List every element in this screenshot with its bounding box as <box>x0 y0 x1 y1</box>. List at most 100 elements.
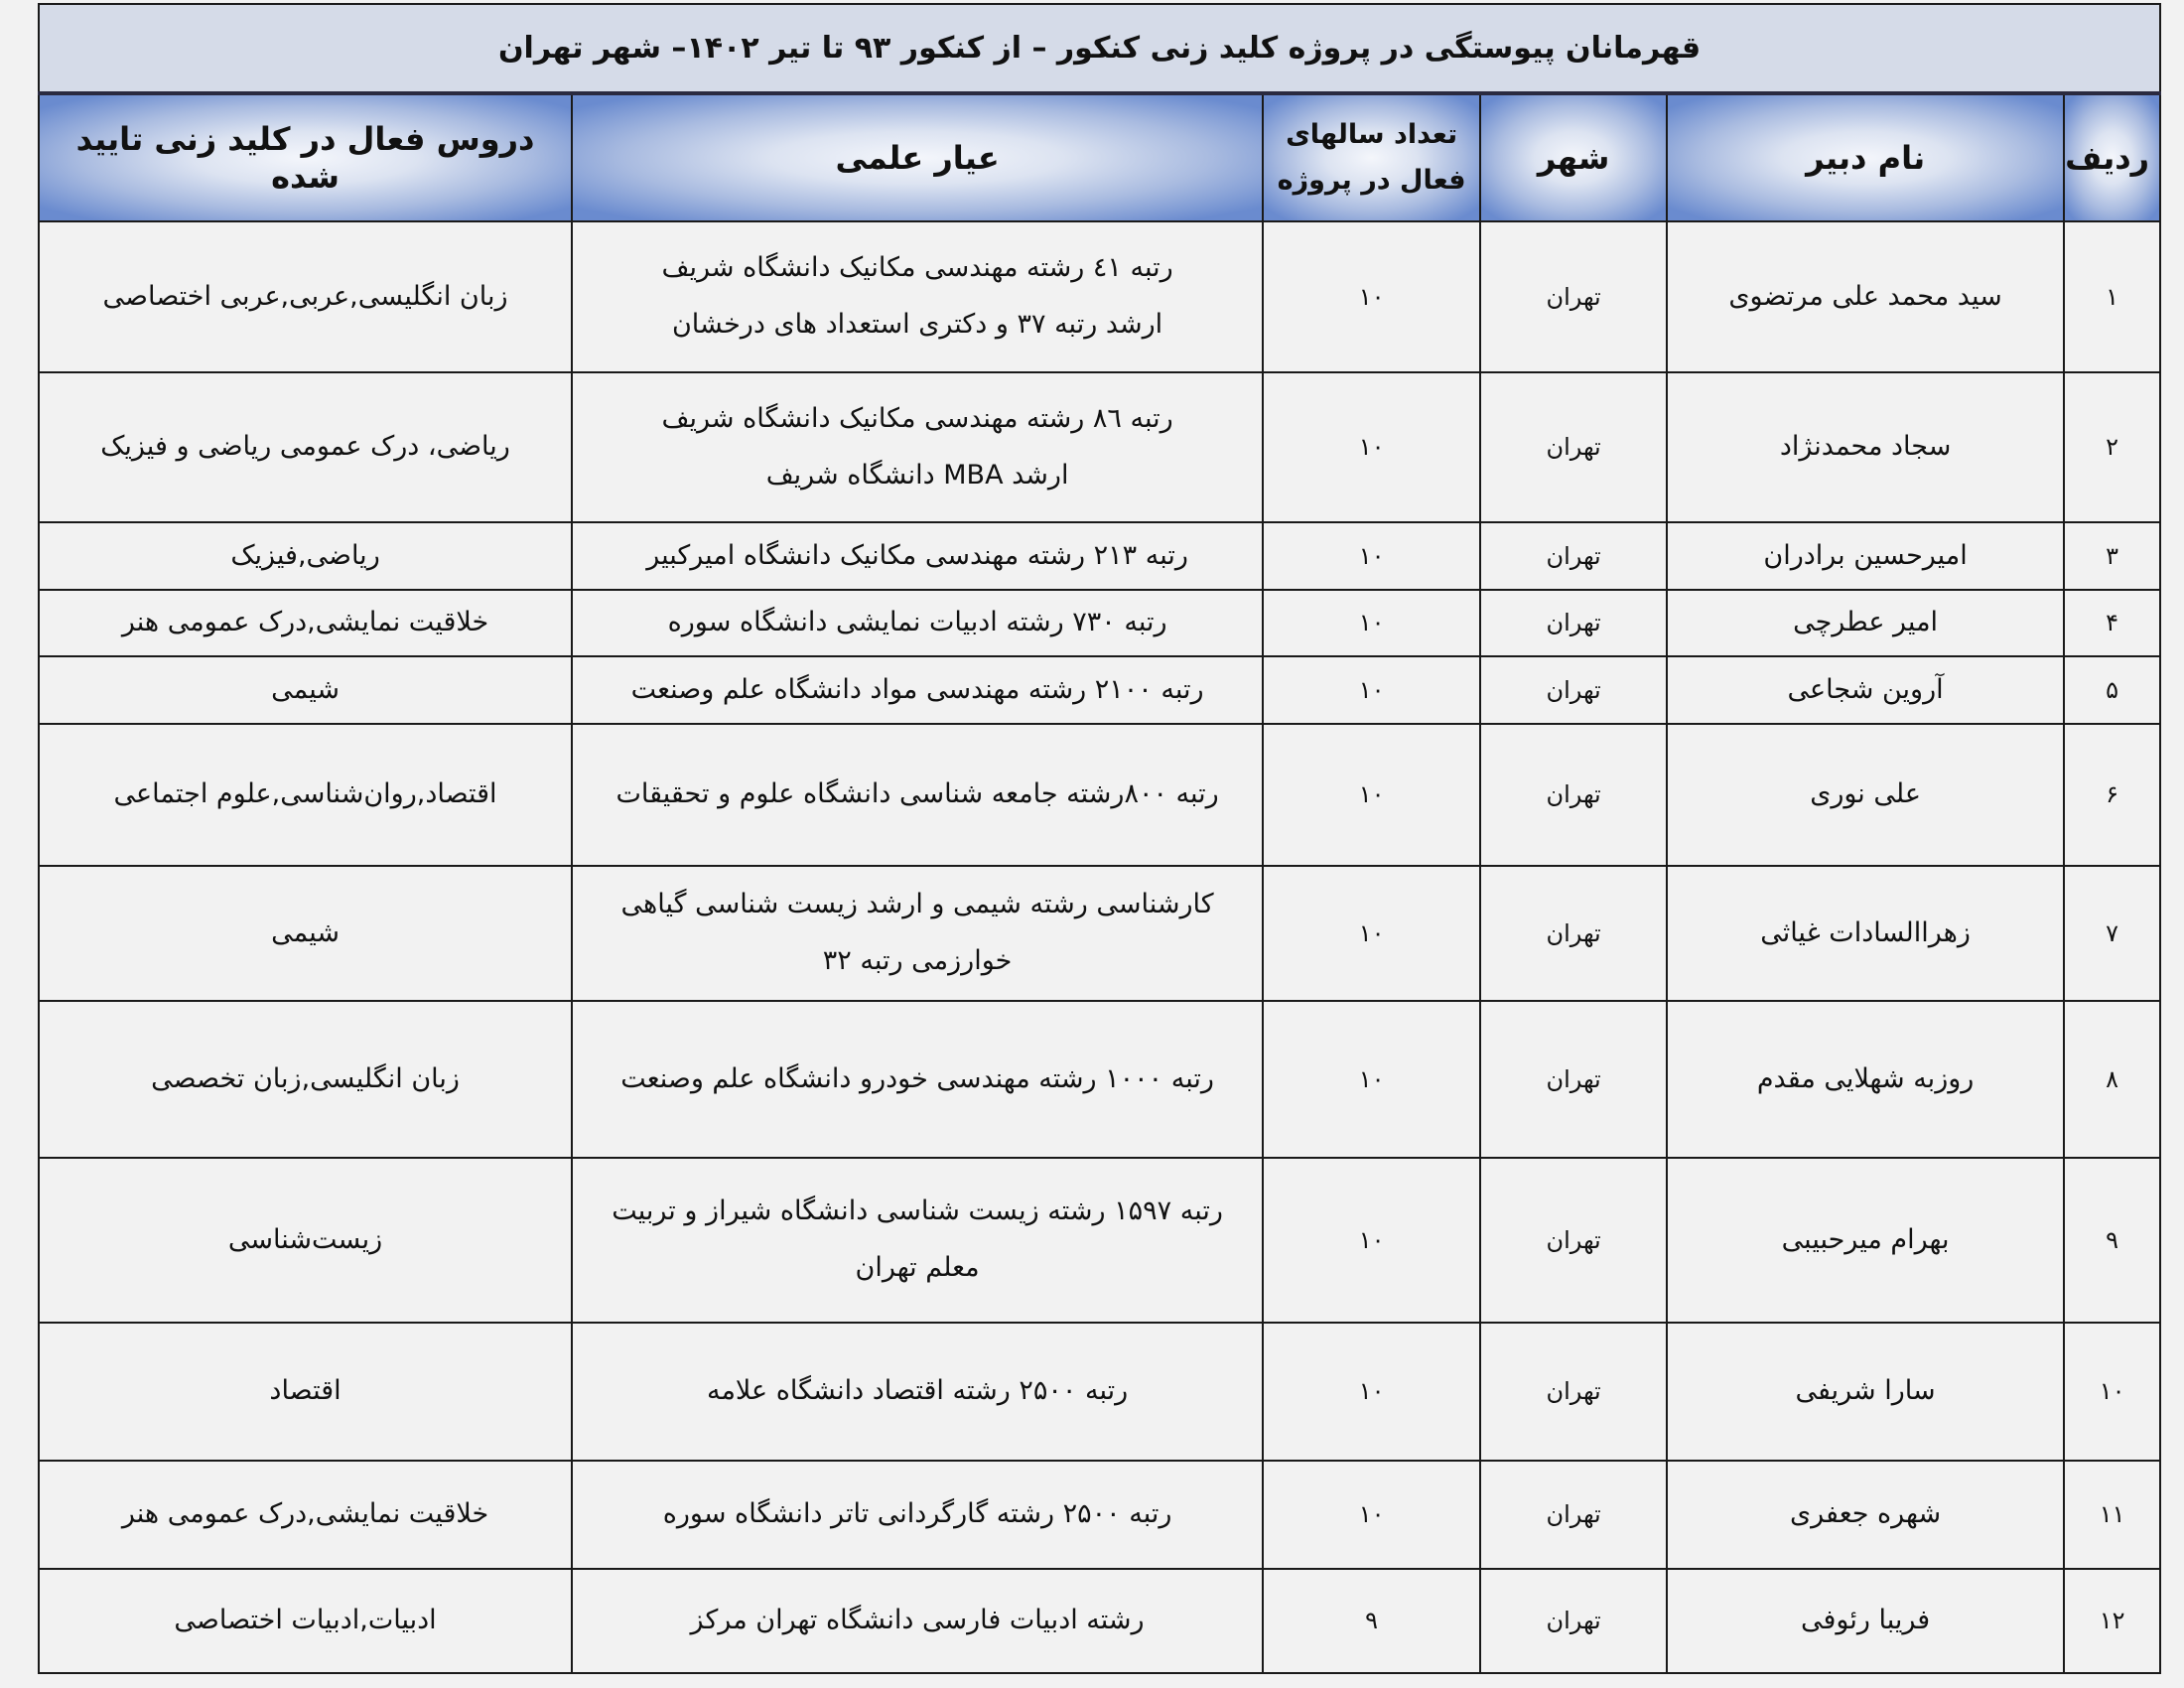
table-row: ۵ آروین شجاعی تهران ۱۰ رتبه ۲۱۰۰ رشته مهندسی… <box>37 655 2162 725</box>
table-row: ۴ امیر عطرچی تهران ۱۰ رتبه ۷۳۰ رشته ادبیات ن… <box>37 589 2162 657</box>
table-title: قهرمانان پیوستگی در پروژه کلید زنی کنکور… <box>37 3 2162 95</box>
merit-line: معلم تهران <box>855 1252 980 1283</box>
merit-line: رتبه ٨٦ رشته مهندسی مکانیک دانشگاه شریف <box>661 402 1173 434</box>
merit-line: ارشد MBA دانشگاه شریف <box>765 459 1069 491</box>
active-courses: شیمی <box>37 865 574 1002</box>
row-number: ۷ <box>2063 865 2162 1002</box>
row-number: ۸ <box>2063 1000 2162 1159</box>
merit-line: رتبه ۲۵۰۰ رشته گارگردانی تاتر دانشگاه سو… <box>662 1498 1172 1530</box>
champions-table-container: قهرمانان پیوستگی در پروژه کلید زنی کنکور… <box>37 3 2162 1674</box>
header-academic-merit: عیار علمی <box>571 92 1265 222</box>
city: تهران <box>1479 1460 1669 1570</box>
academic-merit: رتبه ۱۰۰۰ رشته مهندسی خودرو دانشگاه علم … <box>571 1000 1265 1159</box>
teacher-name: فریبا رئوفی <box>1666 1568 2066 1674</box>
active-years: ۱۰ <box>1262 220 1482 373</box>
active-years: ۱۰ <box>1262 1157 1482 1324</box>
teacher-name: امیر عطرچی <box>1666 589 2066 657</box>
table-row: ۱۰ سارا شریفی تهران ۱۰ رتبه ۲۵۰۰ رشته اقتصاد… <box>37 1322 2162 1462</box>
row-number: ۱۲ <box>2063 1568 2162 1674</box>
teacher-name: بهرام میرحبیبی <box>1666 1157 2066 1324</box>
city: تهران <box>1479 220 1669 373</box>
row-number: ۴ <box>2063 589 2162 657</box>
city: تهران <box>1479 521 1669 591</box>
city: تهران <box>1479 655 1669 725</box>
academic-merit: رتبه ٨٦ رشته مهندسی مکانیک دانشگاه شریف ا… <box>571 371 1265 523</box>
city: تهران <box>1479 865 1669 1002</box>
merit-line: کارشناسی رشته شیمی و ارشد زیست شناسی گیا… <box>620 889 1214 920</box>
row-number: ۵ <box>2063 655 2162 725</box>
teacher-name: سجاد محمدنژاد <box>1666 371 2066 523</box>
active-courses: شیمی <box>37 655 574 725</box>
teacher-name: زهراالسادات غیاثی <box>1666 865 2066 1002</box>
active-years: ۱۰ <box>1262 1322 1482 1462</box>
active-courses: خلاقیت نمایشی,درک عمومی هنر <box>37 589 574 657</box>
teacher-name: علی نوری <box>1666 723 2066 867</box>
merit-line: رشته ادبیات فارسی دانشگاه تهران مرکز <box>690 1605 1145 1636</box>
active-years: ۱۰ <box>1262 723 1482 867</box>
champions-table: قهرمانان پیوستگی در پروژه کلید زنی کنکور… <box>37 3 2162 1674</box>
academic-merit: کارشناسی رشته شیمی و ارشد زیست شناسی گیا… <box>571 865 1265 1002</box>
academic-merit: رتبه ۸۰۰رشته جامعه شناسی دانشگاه علوم و … <box>571 723 1265 867</box>
table-row: ۲ سجاد محمدنژاد تهران ۱۰ رتبه ٨٦ رشته مهندسی… <box>37 371 2162 523</box>
city: تهران <box>1479 1157 1669 1324</box>
academic-merit: رتبه ۲۵۰۰ رشته اقتصاد دانشگاه علامه <box>571 1322 1265 1462</box>
header-years-line1: تعداد سالهای <box>1286 119 1458 151</box>
merit-line: رتبه ۸۰۰رشته جامعه شناسی دانشگاه علوم و … <box>615 778 1219 810</box>
header-row-number: ردیف <box>2063 92 2162 222</box>
table-row: ۱۱ شهره جعفری تهران ۱۰ رتبه ۲۵۰۰ رشته گارگرد… <box>37 1460 2162 1570</box>
merit-line: رتبه ۷۳۰ رشته ادبیات نمایشی دانشگاه سوره <box>667 607 1167 638</box>
merit-line: رتبه ۱۰۰۰ رشته مهندسی خودرو دانشگاه علم … <box>620 1062 1214 1094</box>
active-courses: زیست‌شناسی <box>37 1157 574 1324</box>
active-years: ۱۰ <box>1262 655 1482 725</box>
academic-merit: رشته ادبیات فارسی دانشگاه تهران مرکز <box>571 1568 1265 1674</box>
active-courses: اقتصاد <box>37 1322 574 1462</box>
merit-line: رتبه ۲۱۳ رشته مهندسی مکانیک دانشگاه امیر… <box>646 539 1188 571</box>
active-courses: اقتصاد,روان‌شناسی,علوم اجتماعی <box>37 723 574 867</box>
header-teacher-name: نام دبیر <box>1666 92 2066 222</box>
active-years: ۱۰ <box>1262 521 1482 591</box>
teacher-name: سارا شریفی <box>1666 1322 2066 1462</box>
teacher-name: آروین شجاعی <box>1666 655 2066 725</box>
merit-line: رتبه ۱۵۹۷ رشته زیست شناسی دانشگاه شیراز … <box>612 1196 1223 1227</box>
row-number: ۱۱ <box>2063 1460 2162 1570</box>
active-courses: زبان انگلیسی,زبان تخصصی <box>37 1000 574 1159</box>
city: تهران <box>1479 1322 1669 1462</box>
active-years: ۱۰ <box>1262 371 1482 523</box>
academic-merit: رتبه ٤١ رشته مهندسی مکانیک دانشگاه شریف ا… <box>571 220 1265 373</box>
academic-merit: رتبه ۲۱۳ رشته مهندسی مکانیک دانشگاه امیر… <box>571 521 1265 591</box>
row-number: ۱۰ <box>2063 1322 2162 1462</box>
header-city: شهر <box>1479 92 1669 222</box>
active-years: ۹ <box>1262 1568 1482 1674</box>
city: تهران <box>1479 1000 1669 1159</box>
teacher-name: سید محمد علی مرتضوی <box>1666 220 2066 373</box>
active-courses: ریاضی,فیزیک <box>37 521 574 591</box>
table-row: ۳ امیرحسین برادران تهران ۱۰ رتبه ۲۱۳ رشته مه… <box>37 521 2162 591</box>
active-years: ۱۰ <box>1262 589 1482 657</box>
merit-line: رتبه ۲۵۰۰ رشته اقتصاد دانشگاه علامه <box>706 1375 1129 1407</box>
academic-merit: رتبه ۱۵۹۷ رشته زیست شناسی دانشگاه شیراز … <box>571 1157 1265 1324</box>
row-number: ۶ <box>2063 723 2162 867</box>
header-years-line2: فعال در پروژه <box>1277 165 1466 196</box>
teacher-name: شهره جعفری <box>1666 1460 2066 1570</box>
academic-merit: رتبه ۲۱۰۰ رشته مهندسی مواد دانشگاه علم و… <box>571 655 1265 725</box>
header-active-years: تعداد سالهای فعال در پروژه <box>1262 92 1482 222</box>
row-number: ۹ <box>2063 1157 2162 1324</box>
active-years: ۱۰ <box>1262 1460 1482 1570</box>
table-row: ۹ بهرام میرحبیبی تهران ۱۰ رتبه ۱۵۹۷ رشته زیس… <box>37 1157 2162 1324</box>
merit-line: ارشد رتبه ۳۷ و دکتری استعداد های درخشان <box>671 309 1163 340</box>
table-row: ۱۲ فریبا رئوفی تهران ۹ رشته ادبیات فارسی دان… <box>37 1568 2162 1674</box>
header-row: ردیف نام دبیر شهر تعداد سالهای فعال در پر… <box>37 92 2162 222</box>
academic-merit: رتبه ۷۳۰ رشته ادبیات نمایشی دانشگاه سوره <box>571 589 1265 657</box>
city: تهران <box>1479 723 1669 867</box>
header-courses: دروس فعال در کلید زنی تایید شده <box>37 92 574 222</box>
merit-line: رتبه ٤١ رشته مهندسی مکانیک دانشگاه شریف <box>661 252 1173 284</box>
active-courses: زبان انگلیسی,عربی,عربی اختصاصی <box>37 220 574 373</box>
city: تهران <box>1479 589 1669 657</box>
merit-line: رتبه ۲۱۰۰ رشته مهندسی مواد دانشگاه علم و… <box>630 673 1204 705</box>
teacher-name: امیرحسین برادران <box>1666 521 2066 591</box>
active-courses: خلاقیت نمایشی,درک عمومی هنر <box>37 1460 574 1570</box>
city: تهران <box>1479 1568 1669 1674</box>
academic-merit: رتبه ۲۵۰۰ رشته گارگردانی تاتر دانشگاه سو… <box>571 1460 1265 1570</box>
table-row: ۶ علی نوری تهران ۱۰ رتبه ۸۰۰رشته جامعه شناسی… <box>37 723 2162 867</box>
active-years: ۱۰ <box>1262 865 1482 1002</box>
